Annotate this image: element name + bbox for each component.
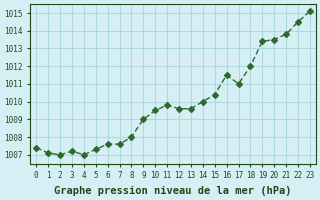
X-axis label: Graphe pression niveau de la mer (hPa): Graphe pression niveau de la mer (hPa)	[54, 186, 292, 196]
